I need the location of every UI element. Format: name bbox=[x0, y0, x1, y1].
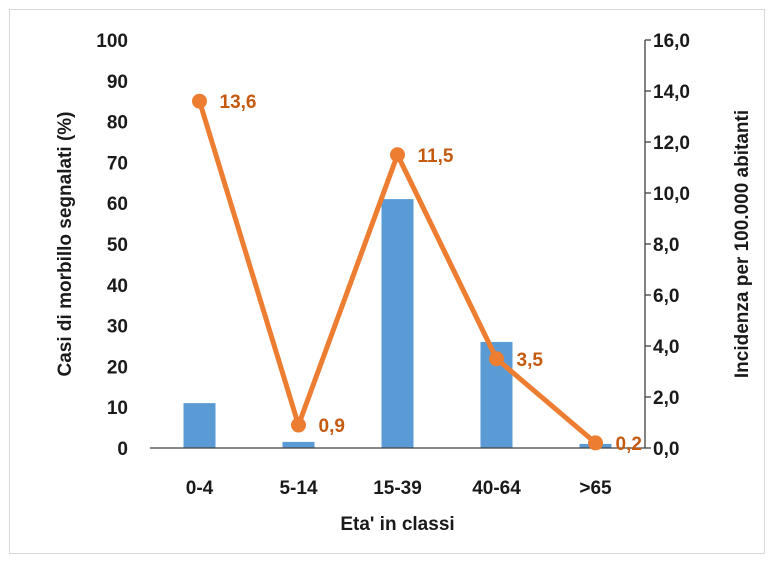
x-axis-title: Eta' in classi bbox=[340, 514, 454, 535]
y-tick-label: 40 bbox=[107, 276, 128, 297]
incidence-data-label: 11,5 bbox=[418, 146, 454, 167]
y2-tick-label: 4,0 bbox=[653, 337, 679, 358]
tick-labels: 0 10 20 30 40 50 60 70 80 90 100 0,0 2,0 4,0 6,0 8,0 10,… bbox=[96, 31, 690, 499]
line-series: 13,6 0,9 11,5 3,5 0,2 bbox=[192, 92, 642, 455]
y-tick-label: 10 bbox=[107, 398, 128, 419]
incidence-marker-40-64 bbox=[489, 351, 504, 367]
y2-tick-label: 10,0 bbox=[653, 184, 690, 205]
y2-tick-label: 0,0 bbox=[653, 439, 679, 460]
y2-tick-label: 8,0 bbox=[653, 235, 679, 256]
y-tick-label: 100 bbox=[96, 31, 128, 52]
y2-tick-label: 14,0 bbox=[653, 82, 690, 103]
y-tick-label: 90 bbox=[107, 72, 128, 93]
y-tick-label: 30 bbox=[107, 317, 128, 338]
incidence-data-label: 0,2 bbox=[616, 434, 642, 455]
y-axis-title: Casi di morbillo segnalati (%) bbox=[55, 112, 76, 377]
incidence-data-label: 13,6 bbox=[220, 92, 257, 113]
axes bbox=[150, 39, 651, 449]
y2-tick-label: 16,0 bbox=[653, 31, 690, 52]
incidence-marker-0-4 bbox=[192, 93, 207, 109]
y-tick-label: 70 bbox=[107, 153, 128, 174]
y-tick-label: 0 bbox=[117, 439, 128, 460]
y2-axis-title: Incidenza per 100.000 abitanti bbox=[732, 110, 753, 378]
y-tick-label: 60 bbox=[107, 194, 128, 215]
incidence-marker->65 bbox=[588, 435, 603, 451]
x-tick-label: 15-39 bbox=[373, 478, 422, 499]
x-tick-label: >65 bbox=[579, 478, 612, 499]
bar-0-4 bbox=[183, 403, 216, 448]
y2-tick-label: 2,0 bbox=[653, 388, 679, 409]
incidence-marker-15-39 bbox=[390, 147, 405, 163]
bar-5-14 bbox=[282, 441, 315, 448]
y2-tick-label: 6,0 bbox=[653, 286, 679, 307]
incidence-marker-5-14 bbox=[291, 417, 306, 433]
incidence-data-label: 0,9 bbox=[319, 416, 345, 437]
y-tick-label: 50 bbox=[107, 235, 128, 256]
x-tick-label: 0-4 bbox=[186, 478, 214, 499]
x-tick-label: 5-14 bbox=[279, 478, 317, 499]
incidence-data-label: 3,5 bbox=[517, 350, 544, 371]
y-tick-label: 20 bbox=[107, 357, 128, 378]
y-tick-label: 80 bbox=[107, 113, 128, 134]
y2-tick-label: 12,0 bbox=[653, 133, 690, 154]
bar-15-39 bbox=[381, 199, 414, 448]
bar-series bbox=[183, 199, 612, 448]
x-tick-label: 40-64 bbox=[472, 478, 521, 499]
